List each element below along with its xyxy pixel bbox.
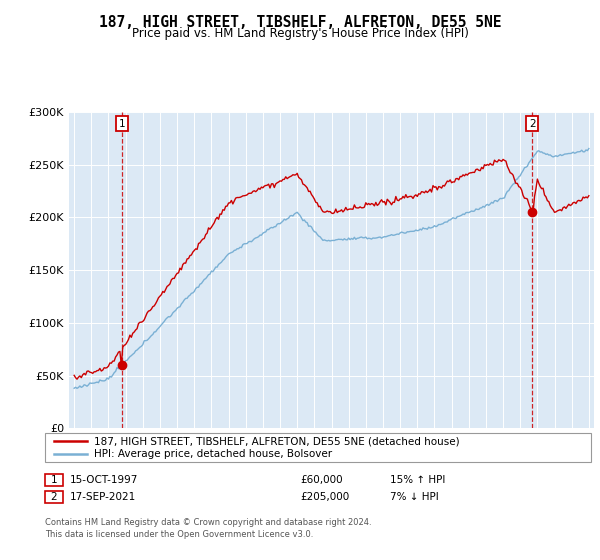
Text: 7% ↓ HPI: 7% ↓ HPI: [390, 492, 439, 502]
Text: 2: 2: [50, 492, 58, 502]
Text: Price paid vs. HM Land Registry's House Price Index (HPI): Price paid vs. HM Land Registry's House …: [131, 27, 469, 40]
Text: £205,000: £205,000: [300, 492, 349, 502]
Text: 15% ↑ HPI: 15% ↑ HPI: [390, 475, 445, 485]
Text: Contains HM Land Registry data © Crown copyright and database right 2024.
This d: Contains HM Land Registry data © Crown c…: [45, 518, 371, 539]
Text: 17-SEP-2021: 17-SEP-2021: [70, 492, 136, 502]
Text: £60,000: £60,000: [300, 475, 343, 485]
Text: 1: 1: [50, 475, 58, 485]
Text: 2: 2: [529, 119, 536, 129]
Text: 1: 1: [119, 119, 125, 129]
Text: HPI: Average price, detached house, Bolsover: HPI: Average price, detached house, Bols…: [94, 449, 332, 459]
Text: 15-OCT-1997: 15-OCT-1997: [70, 475, 139, 485]
Text: 187, HIGH STREET, TIBSHELF, ALFRETON, DE55 5NE: 187, HIGH STREET, TIBSHELF, ALFRETON, DE…: [99, 15, 501, 30]
Text: 187, HIGH STREET, TIBSHELF, ALFRETON, DE55 5NE (detached house): 187, HIGH STREET, TIBSHELF, ALFRETON, DE…: [94, 436, 460, 446]
